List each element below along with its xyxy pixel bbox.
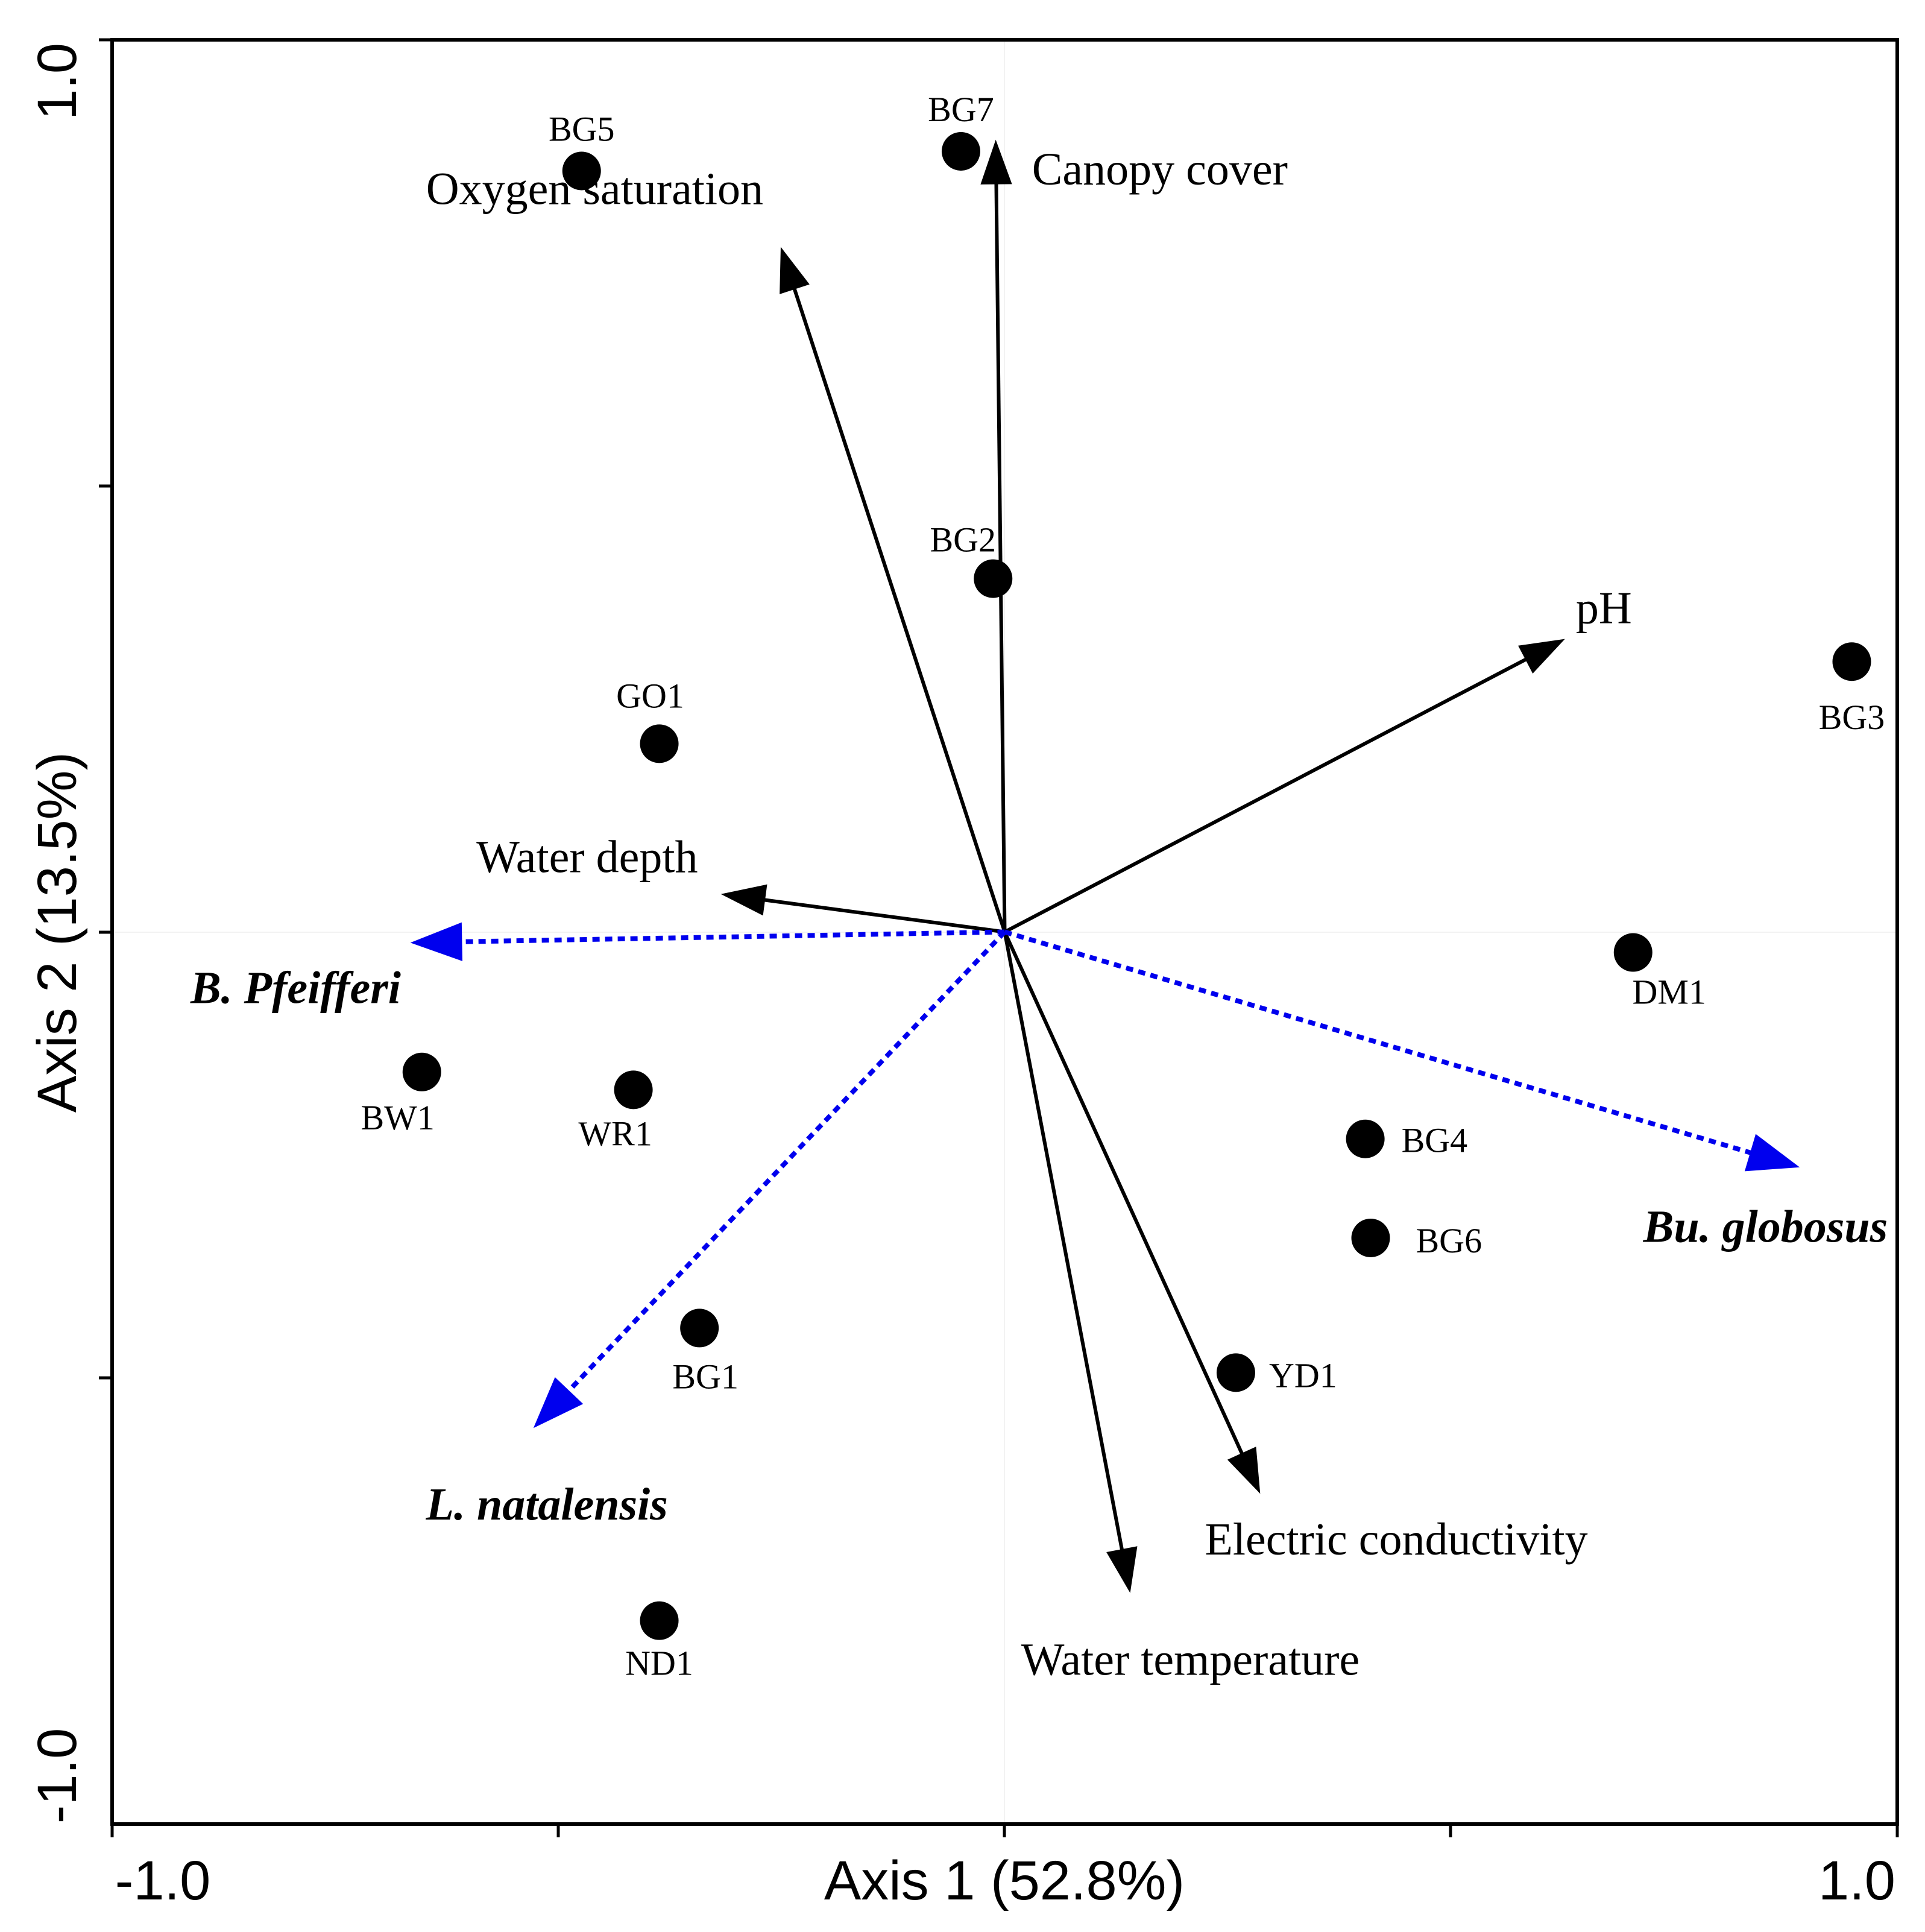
- env-arrow-shaft: [1003, 931, 1124, 1551]
- sites-layer: BG5 BG7 BG2 GO1 BG3 DM1 BW1 WR1 BG4 BG6 BG1 YD1 ND1: [361, 90, 1885, 1683]
- env-arrow-shaft: [1004, 657, 1527, 934]
- site-point: [1216, 1353, 1255, 1392]
- env-arrow-label: pH: [1576, 583, 1632, 634]
- site-point: [941, 131, 980, 171]
- env-arrow-shaft: [1003, 931, 1244, 1455]
- x-tick-label-min: -1.0: [115, 1850, 211, 1911]
- env-arrow-head: [1106, 1546, 1138, 1593]
- site-point: [402, 1052, 441, 1091]
- species-arrow-shaft: [461, 929, 1005, 944]
- y-tick-label-min: -1.0: [27, 1728, 88, 1824]
- site-label: BG1: [672, 1357, 739, 1396]
- y-tick-label-max: 1.0: [27, 43, 88, 120]
- env-arrow-label: Electric conductivity: [1205, 1514, 1587, 1565]
- env-arrow-label: Water temperature: [1021, 1634, 1359, 1685]
- env-arrow-head: [980, 139, 1012, 185]
- species-arrow-label: B. Pfeifferi: [190, 962, 401, 1013]
- site-point: [562, 151, 601, 191]
- env-arrow-shaft: [764, 898, 1005, 934]
- species-arrow-label: Bu. globosus: [1643, 1202, 1888, 1252]
- site-label: ND1: [625, 1644, 693, 1683]
- env-arrow-shaft: [792, 288, 1007, 933]
- species-arrow: [410, 922, 1005, 961]
- y-axis-ticks: [99, 38, 112, 1380]
- y-axis-title: Axis 2 (13.5%): [27, 752, 88, 1113]
- env-arrow-head: [1518, 639, 1565, 674]
- site-label: GO1: [616, 676, 684, 715]
- site-label: BG2: [930, 520, 996, 560]
- site-label: BW1: [361, 1098, 435, 1137]
- env-arrow-label: Canopy cover: [1032, 144, 1288, 195]
- site-label: WR1: [578, 1114, 652, 1153]
- site-point: [1832, 642, 1871, 681]
- env-arrow: [1004, 639, 1565, 934]
- species-arrow: [1004, 929, 1800, 1172]
- site-label: BG3: [1819, 698, 1885, 737]
- env-arrow: [980, 139, 1012, 932]
- site-point: [614, 1070, 653, 1110]
- site-label: DM1: [1633, 973, 1706, 1012]
- site-point: [974, 559, 1013, 598]
- env-arrow-head: [780, 247, 810, 294]
- species-arrow-shaft: [1004, 929, 1752, 1155]
- env-arrow-label: Water depth: [476, 832, 698, 882]
- site-label: YD1: [1269, 1356, 1337, 1395]
- x-tick-label-max: 1.0: [1818, 1850, 1895, 1911]
- species-arrow-head: [410, 922, 462, 961]
- env-arrow: [1003, 931, 1138, 1593]
- x-axis-title: Axis 1 (52.8%): [824, 1850, 1185, 1911]
- site-label: BG7: [928, 90, 994, 129]
- x-axis-ticks: [110, 1824, 1899, 1837]
- env-arrow: [720, 884, 1005, 934]
- site-point: [640, 1601, 679, 1640]
- species-arrow-head: [1744, 1134, 1800, 1172]
- env-arrow-head: [720, 884, 767, 916]
- site-point: [640, 724, 679, 763]
- site-point: [1613, 933, 1652, 972]
- site-point: [680, 1309, 719, 1348]
- species-arrow: [533, 930, 1007, 1428]
- species-arrow-head: [533, 1377, 584, 1428]
- site-label: BG5: [549, 109, 615, 148]
- env-arrow-shaft: [994, 183, 1007, 932]
- site-label: BG4: [1402, 1121, 1468, 1160]
- env-arrow: [1003, 931, 1261, 1494]
- site-label: BG6: [1416, 1221, 1482, 1260]
- site-point: [1351, 1218, 1390, 1257]
- env-arrow-head: [1227, 1447, 1261, 1494]
- species-arrow-shaft: [566, 930, 1007, 1393]
- site-point: [1346, 1119, 1385, 1158]
- species-arrow-label: L. natalensis: [426, 1479, 668, 1530]
- env-arrow: [780, 247, 1007, 933]
